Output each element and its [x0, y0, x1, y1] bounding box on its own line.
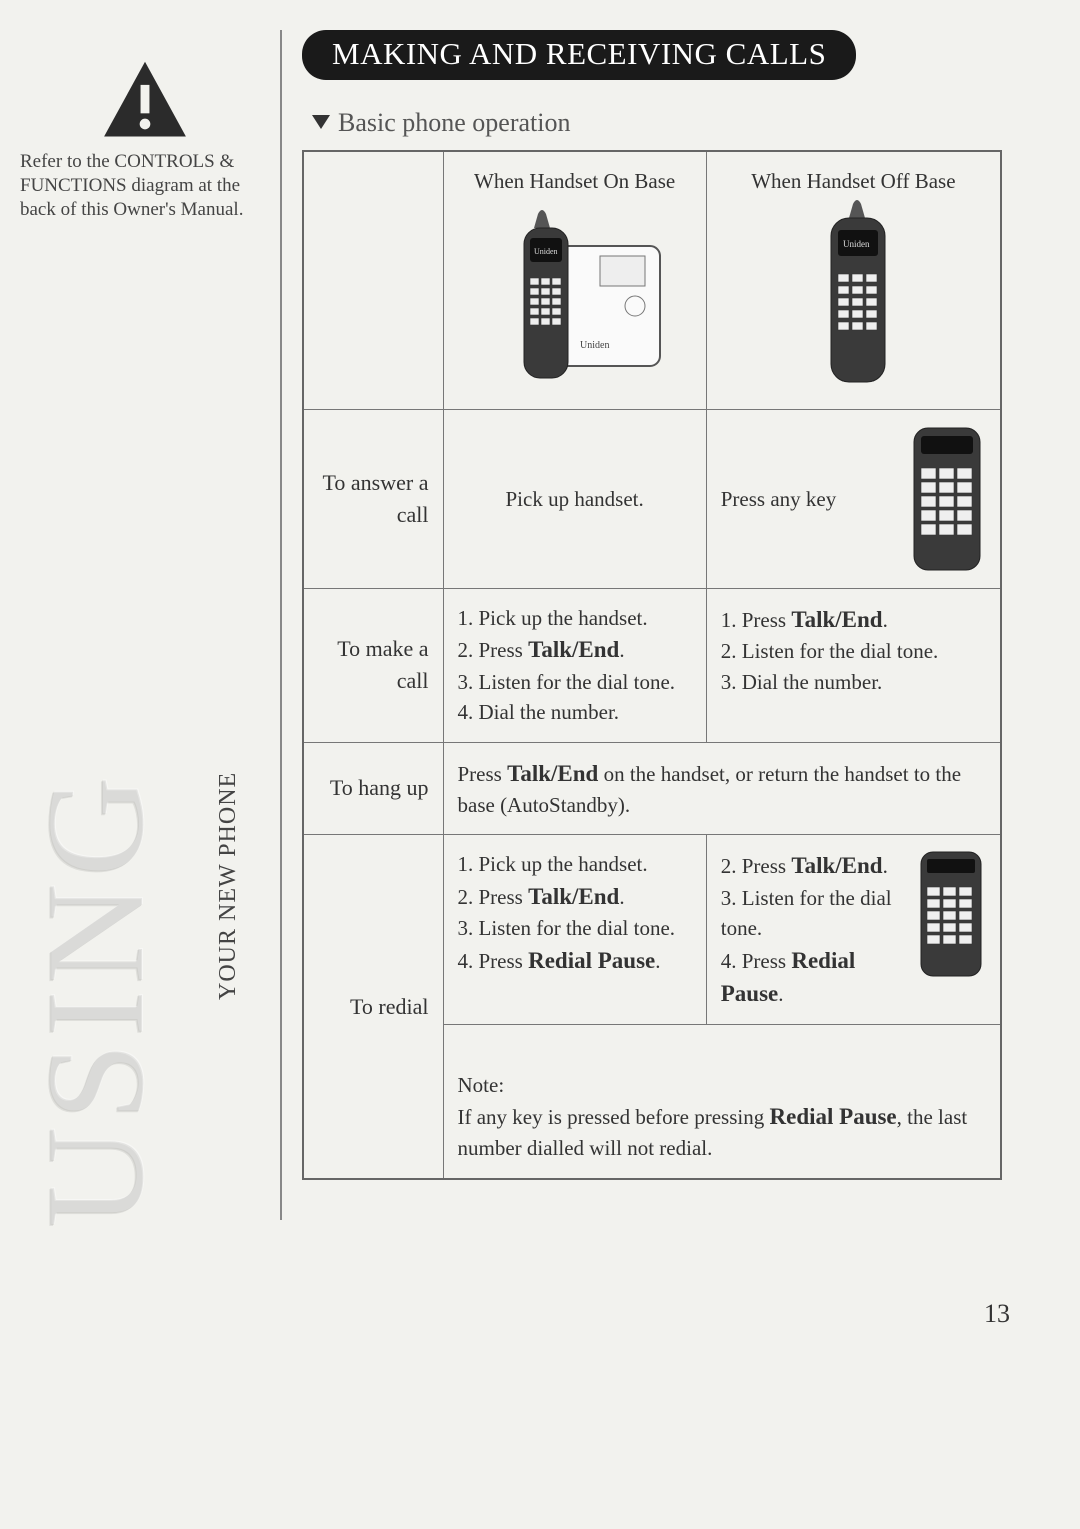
step: 2. Press Talk/End.	[458, 880, 692, 913]
section-title: Basic phone operation	[338, 108, 571, 137]
table-corner	[303, 151, 443, 409]
section-vertical-label: YOUR NEW PHONE	[215, 772, 242, 1000]
table-row: To hang up Press Talk/End on the handset…	[303, 742, 1001, 835]
make-on-base: 1. Pick up the handset. 2. Press Talk/En…	[443, 588, 706, 742]
step: 2. Press Talk/End.	[458, 633, 692, 666]
row-label-answer: To answer a call	[303, 409, 443, 588]
keypad-icon	[908, 424, 986, 574]
make-off-base: 1. Press Talk/End. 2. Listen for the dia…	[706, 588, 1001, 742]
step: 3. Listen for the dial tone.	[721, 883, 906, 944]
handset-on-base-icon: Uniden Uniden	[480, 196, 670, 386]
step: 3. Listen for the dial tone.	[458, 913, 692, 943]
step: 4. Press Redial Pause.	[458, 944, 692, 977]
hangup-instruction: Press Talk/End on the handset, or return…	[443, 742, 1001, 835]
table-row: To answer a call Pick up handset. Press …	[303, 409, 1001, 588]
step: 3. Dial the number.	[721, 667, 986, 697]
step: 2. Listen for the dial tone.	[721, 636, 986, 666]
step: 1. Pick up the handset.	[458, 603, 692, 633]
svg-text:Uniden: Uniden	[843, 239, 870, 249]
page-number: 13	[984, 1299, 1010, 1329]
table-row: To make a call 1. Pick up the handset. 2…	[303, 588, 1001, 742]
row-label-redial: To redial	[303, 835, 443, 1179]
svg-text:Uniden: Uniden	[580, 340, 609, 351]
col-header-on-base-text: When Handset On Base	[458, 166, 692, 196]
table-row: To redial 1. Pick up the handset. 2. Pre…	[303, 835, 1001, 1025]
triangle-down-icon	[312, 115, 330, 129]
answer-off-base-text: Press any key	[721, 484, 898, 514]
chapter-pill: MAKING AND RECEIVING CALLS	[302, 30, 856, 80]
answer-off-base: Press any key	[706, 409, 1001, 588]
using-watermark: USING	[15, 770, 176, 1228]
step: 2. Press Talk/End.	[721, 849, 906, 882]
handset-off-base-icon: Uniden	[798, 196, 908, 386]
warning-icon	[100, 60, 190, 140]
answer-on-base: Pick up handset.	[443, 409, 706, 588]
svg-text:Uniden: Uniden	[534, 247, 558, 256]
margin-column: Refer to the CONTROLS & FUNCTIONS diagra…	[20, 60, 270, 221]
operations-table: When Handset On Base Uniden U	[302, 150, 1002, 1180]
step: 1. Press Talk/End.	[721, 603, 986, 636]
step: 1. Pick up the handset.	[458, 849, 692, 879]
col-header-on-base: When Handset On Base Uniden U	[443, 151, 706, 409]
redial-off-base: 2. Press Talk/End. 3. Listen for the dia…	[706, 835, 1001, 1025]
section-heading: Basic phone operation	[312, 108, 1020, 138]
main-content: MAKING AND RECEIVING CALLS Basic phone o…	[280, 30, 1020, 1220]
redial-on-base: 1. Pick up the handset. 2. Press Talk/En…	[443, 835, 706, 1025]
col-header-off-base: When Handset Off Base Uniden	[706, 151, 1001, 409]
step: 3. Listen for the dial tone.	[458, 667, 692, 697]
warning-caption: Refer to the CONTROLS & FUNCTIONS diagra…	[20, 150, 270, 221]
row-label-hangup: To hang up	[303, 742, 443, 835]
step: 4. Dial the number.	[458, 697, 692, 727]
redial-note: Note: If any key is pressed before press…	[443, 1025, 1001, 1179]
col-header-off-base-text: When Handset Off Base	[721, 166, 986, 196]
step: 4. Press Redial Pause.	[721, 944, 906, 1011]
row-label-make: To make a call	[303, 588, 443, 742]
keypad-icon	[916, 849, 986, 979]
